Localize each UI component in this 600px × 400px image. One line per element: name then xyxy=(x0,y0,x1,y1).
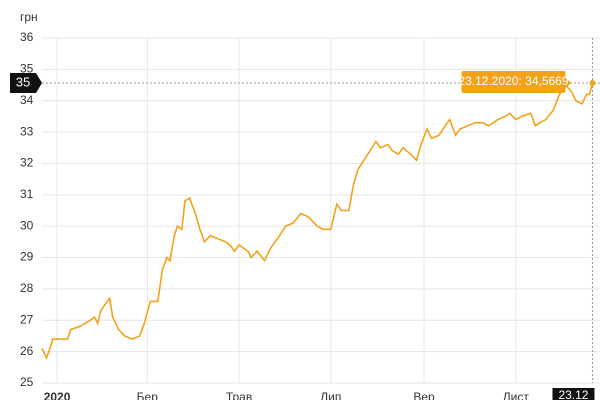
y-tick-label: 27 xyxy=(20,312,34,326)
y-tick-label: 30 xyxy=(20,218,34,232)
y-tick-label: 28 xyxy=(20,281,34,295)
x-tick-label: Вер xyxy=(413,390,435,400)
x-tick-label: Бер xyxy=(137,390,159,400)
crosshair-x-label: 23.12 xyxy=(558,388,588,400)
x-label-box xyxy=(552,388,595,400)
x-tick-label: 2020 xyxy=(44,390,71,400)
y-label-box xyxy=(10,72,42,93)
x-tick-label: Трав xyxy=(226,390,252,400)
crosshair-point xyxy=(589,79,596,86)
x-tick-label: Лист xyxy=(503,390,530,400)
y-axis-label: грн xyxy=(20,10,38,24)
tooltip-arrow xyxy=(565,77,572,88)
x-tick-label: Лип xyxy=(320,390,341,400)
y-tick-label: 33 xyxy=(20,124,34,138)
y-tick-label: 29 xyxy=(20,250,34,264)
y-tick-label: 31 xyxy=(20,187,34,201)
y-tick-label: 35 xyxy=(20,62,34,76)
y-tick-label: 26 xyxy=(20,344,34,358)
crosshair-y-label: 35 xyxy=(16,74,30,89)
y-tick-label: 25 xyxy=(20,375,34,389)
y-tick-label: 32 xyxy=(20,156,34,170)
tooltip-box xyxy=(461,70,566,93)
y-tick-label: 34 xyxy=(20,93,34,107)
y-tick-label: 36 xyxy=(20,30,34,44)
line xyxy=(41,82,594,360)
tooltip: 23.12.2020: 34,5669 xyxy=(458,74,568,88)
